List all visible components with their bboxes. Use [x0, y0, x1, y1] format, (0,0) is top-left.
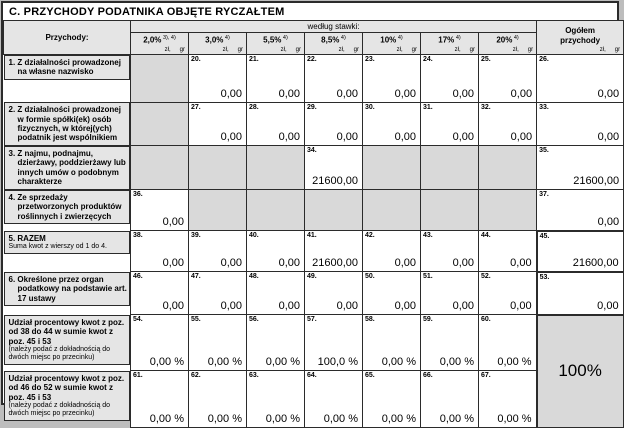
field-28[interactable]: 28. 0,00: [246, 101, 305, 147]
row-label: Udział procentowy kwot z poz. od 46 do 5…: [3, 370, 130, 422]
field-66[interactable]: 66. 0,00 %: [420, 370, 479, 428]
rate-header-55: 5,5% 4) zł, gr: [246, 32, 305, 55]
field-27[interactable]: 27. 0,00: [188, 101, 247, 147]
currency-unit-label: zł, gr: [599, 46, 621, 53]
rate-header-20: 20% 4) zł, gr: [477, 32, 538, 55]
field-46[interactable]: 46. 0,00: [130, 271, 189, 316]
row-label: 5. RAZEM Suma kwot z wierszy od 1 do 4.: [3, 230, 130, 255]
column-header-ogolem-przychody: Ogółem przychody zł, gr: [536, 20, 624, 55]
row-label: 2. Z działalności prowadzonej w formie s…: [3, 102, 130, 146]
rate-header-30: 3,0% 4) zł, gr: [188, 32, 247, 55]
rate-header-85: 8,5% 4) zł, gr: [304, 32, 363, 55]
disabled-cell: [477, 145, 538, 191]
field-37[interactable]: 37. 0,00: [536, 189, 624, 232]
field-48[interactable]: 48. 0,00: [246, 271, 305, 316]
row-label: 1. Z działalności prowadzonej na własne …: [3, 54, 130, 80]
ogolem-label-line2: przychody: [560, 35, 601, 45]
field-25[interactable]: 25. 0,00: [477, 53, 538, 103]
field-29[interactable]: 29. 0,00: [304, 101, 363, 147]
field-35[interactable]: 35. 21600,00: [536, 145, 624, 191]
rate-header-20: 2,0% 3), 4) zł, gr: [130, 32, 189, 55]
field-43[interactable]: 43. 0,00: [420, 230, 479, 273]
field-39[interactable]: 39. 0,00: [188, 230, 247, 273]
field-42[interactable]: 42. 0,00: [362, 230, 421, 273]
disabled-cell: [246, 145, 305, 191]
field-32[interactable]: 32. 0,00: [477, 101, 538, 147]
field-57[interactable]: 57. 100,0 %: [304, 314, 363, 372]
column-header-przychody: Przychody:: [3, 20, 131, 55]
field-38[interactable]: 38. 0,00: [130, 230, 189, 273]
field-67[interactable]: 67. 0,00 %: [477, 370, 538, 428]
rate-header-17: 17% 4) zł, gr: [420, 32, 479, 55]
disabled-cell: [130, 101, 189, 147]
disabled-cell: [130, 145, 189, 191]
field-60[interactable]: 60. 0,00 %: [477, 314, 538, 372]
field-34[interactable]: 34. 21600,00: [304, 145, 363, 191]
field-44[interactable]: 44. 0,00: [477, 230, 538, 273]
disabled-cell: [188, 145, 247, 191]
field-58[interactable]: 58. 0,00 %: [362, 314, 421, 372]
field-40[interactable]: 40. 0,00: [246, 230, 305, 273]
field-51[interactable]: 51. 0,00: [420, 271, 479, 316]
field-54[interactable]: 54. 0,00 %: [130, 314, 189, 372]
income-table: Przychody: według stawki: Ogółem przycho…: [3, 20, 624, 428]
row-label: 4. Ze sprzedaży przetworzonych produktów…: [3, 189, 130, 224]
field-61[interactable]: 61. 0,00 %: [130, 370, 189, 428]
row-label: Udział procentowy kwot z poz. od 38 do 4…: [3, 314, 130, 366]
field-31[interactable]: 31. 0,00: [420, 101, 479, 147]
ogolem-label-line1: Ogółem: [565, 25, 595, 35]
field-56[interactable]: 56. 0,00 %: [246, 314, 305, 372]
disabled-cell: [477, 189, 538, 232]
field-49[interactable]: 49. 0,00: [304, 271, 363, 316]
row-label: 6. Określone przez organ podatkowy na po…: [3, 271, 130, 306]
field-36[interactable]: 36. 0,00: [130, 189, 189, 232]
disabled-cell: [420, 189, 479, 232]
field-24[interactable]: 24. 0,00: [420, 53, 479, 103]
field-52[interactable]: 52. 0,00: [477, 271, 538, 316]
field-65[interactable]: 65. 0,00 %: [362, 370, 421, 428]
disabled-cell: [362, 189, 421, 232]
field-47[interactable]: 47. 0,00: [188, 271, 247, 316]
field-59[interactable]: 59. 0,00 %: [420, 314, 479, 372]
section-title: C. PRZYCHODY PODATNIKA OBJĘTE RYCZAŁTEM: [9, 6, 285, 18]
field-41[interactable]: 41. 21600,00: [304, 230, 363, 273]
total-percent-cell: 100%: [535, 313, 624, 428]
disabled-cell: [188, 189, 247, 232]
field-53[interactable]: 53. 0,00: [535, 270, 624, 316]
disabled-cell: [420, 145, 479, 191]
field-20[interactable]: 20. 0,00: [188, 53, 247, 103]
field-64[interactable]: 64. 0,00 %: [304, 370, 363, 428]
disabled-cell: [362, 145, 421, 191]
field-22[interactable]: 22. 0,00: [304, 53, 363, 103]
field-21[interactable]: 21. 0,00: [246, 53, 305, 103]
disabled-cell: [130, 53, 189, 103]
field-63[interactable]: 63. 0,00 %: [246, 370, 305, 428]
field-62[interactable]: 62. 0,00 %: [188, 370, 247, 428]
rate-header-10: 10% 4) zł, gr: [362, 32, 421, 55]
field-50[interactable]: 50. 0,00: [362, 271, 421, 316]
field-23[interactable]: 23. 0,00: [362, 53, 421, 103]
disabled-cell: [246, 189, 305, 232]
field-33[interactable]: 33. 0,00: [536, 101, 624, 147]
row-label: 3. Z najmu, podnajmu, dzierżawy, poddzie…: [3, 145, 130, 190]
field-30[interactable]: 30. 0,00: [362, 101, 421, 147]
field-55[interactable]: 55. 0,00 %: [188, 314, 247, 372]
disabled-cell: [304, 189, 363, 232]
field-45[interactable]: 45. 21600,00: [535, 229, 624, 273]
field-26[interactable]: 26. 0,00: [536, 53, 624, 103]
column-header-wedlug-stawki: według stawki:: [129, 20, 538, 33]
